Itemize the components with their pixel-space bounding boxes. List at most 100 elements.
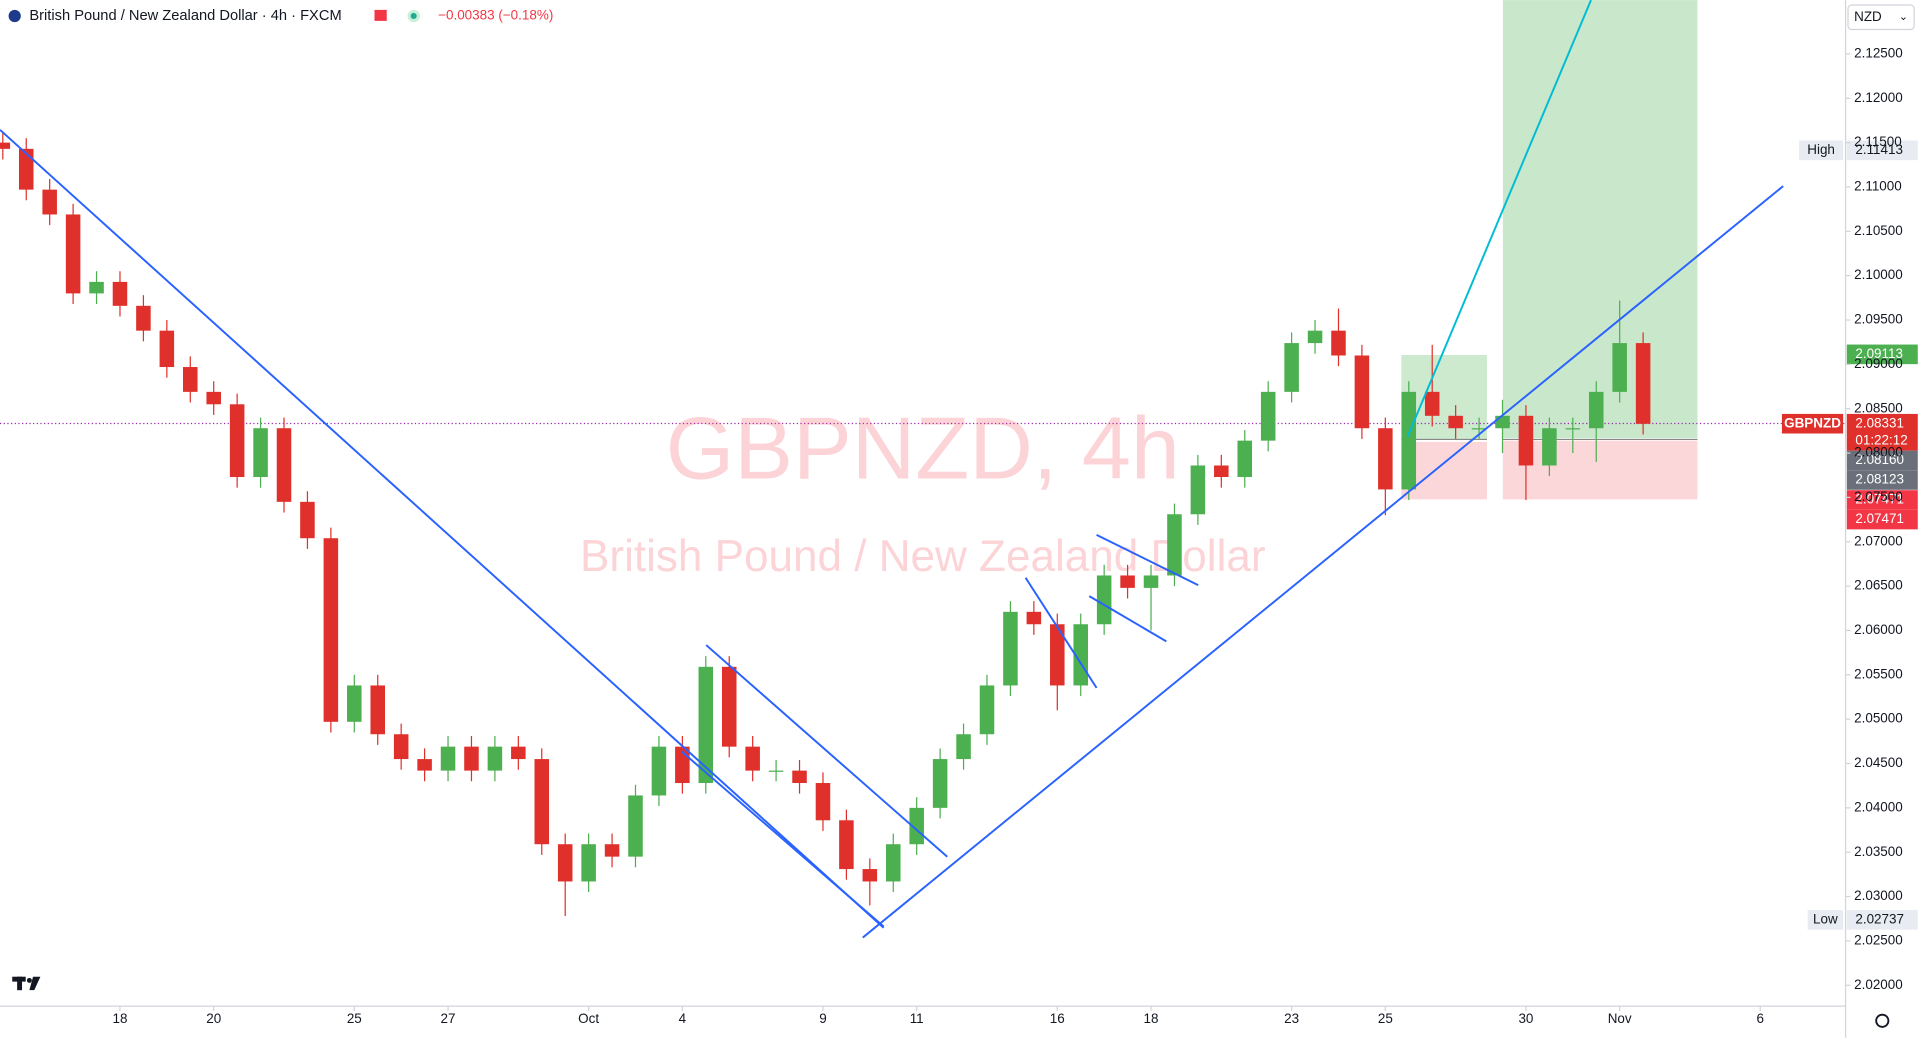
x-tick-label: 23 <box>1284 1011 1299 1026</box>
y-tick-label: 2.08500 <box>1854 400 1903 415</box>
y-tick-label: 2.06500 <box>1854 578 1903 593</box>
x-tick-label: Oct <box>578 1011 599 1026</box>
candle-body <box>745 746 760 771</box>
candle-body <box>65 214 81 294</box>
x-tick-label: 20 <box>206 1011 221 1026</box>
candle-body <box>534 759 550 845</box>
candle-body <box>1284 343 1299 392</box>
candle-body <box>815 783 831 821</box>
candle-body <box>112 281 128 306</box>
candle-body <box>464 746 479 771</box>
y-tick-label: 2.04500 <box>1854 755 1903 770</box>
candle-body <box>440 746 456 771</box>
stop-zone <box>1502 440 1698 500</box>
y-tick-label: 2.10500 <box>1854 223 1903 238</box>
candle-body <box>1120 575 1135 588</box>
candle-body <box>1167 514 1182 576</box>
candle-body <box>253 428 268 478</box>
y-tick-label: 2.02000 <box>1854 977 1903 992</box>
candle-body <box>229 404 245 478</box>
y-tick-label: 2.08000 <box>1854 445 1903 460</box>
flag-marker[interactable] <box>374 9 387 21</box>
candle-body <box>1331 330 1346 356</box>
logo-part <box>26 977 32 983</box>
price-label-box <box>1846 470 1918 490</box>
candle-body <box>721 666 737 747</box>
candle-body <box>1635 343 1651 424</box>
y-tick-label: 2.02500 <box>1854 932 1903 947</box>
currency-button[interactable] <box>1847 4 1915 31</box>
candle-body <box>487 746 503 771</box>
price-label-box <box>1846 450 1918 471</box>
settings-button[interactable] <box>1875 1013 1890 1028</box>
price-labels: 2.11413 High 2.09113 2.08331 01:22:12 GBPNZD 2… <box>1781 140 1918 930</box>
trend-line <box>1024 577 1098 689</box>
watermark-subtitle: British Pound / New Zealand Dollar <box>580 532 1266 581</box>
price-label-box <box>1846 344 1918 365</box>
y-tick-label: 2.09000 <box>1854 356 1903 371</box>
x-tick-label: 11 <box>910 1011 924 1026</box>
candle-body <box>1565 428 1581 430</box>
symbol-title: British Pound / New Zealand Dollar · 4h … <box>29 8 341 24</box>
watermark: GBPNZD, 4h <box>666 399 1180 498</box>
y-tick-label: 2.12500 <box>1854 45 1903 60</box>
candle-body <box>1050 624 1065 686</box>
candle-body <box>1237 440 1253 478</box>
candles <box>0 131 1651 917</box>
price-label: 2.08331 <box>1855 415 1904 430</box>
y-tick-label: 2.10000 <box>1854 267 1903 282</box>
candle-body <box>1307 330 1323 344</box>
candle-body <box>885 844 901 882</box>
price-label-box <box>1846 509 1918 530</box>
flag-icon <box>8 9 21 23</box>
y-tick-label: 2.05000 <box>1854 711 1903 726</box>
logo-part <box>29 976 41 991</box>
x-tick-label: 18 <box>1144 1011 1159 1026</box>
y-tick-label: 2.12000 <box>1854 90 1903 105</box>
y-tick-label: 2.11500 <box>1854 134 1902 149</box>
candle-body <box>1448 415 1463 429</box>
candle-body <box>932 759 948 808</box>
candle-body <box>1588 391 1604 429</box>
trend-lines <box>0 0 1784 939</box>
x-tick-label: 27 <box>441 1011 456 1026</box>
price-label-box <box>1846 140 1918 161</box>
candle-body <box>1424 391 1440 416</box>
dropdown-arrow[interactable]: ⌄ <box>1899 11 1908 23</box>
candle-body <box>136 305 151 331</box>
candle-body <box>1143 575 1159 588</box>
candle-body <box>909 807 924 845</box>
price-change: −0.00383 (−0.18%) <box>438 8 553 23</box>
price-label: 2.07471 <box>1855 511 1904 526</box>
candle-body <box>1096 575 1112 625</box>
x-tick-label: 25 <box>1378 1011 1393 1026</box>
y-tick-label: 2.04000 <box>1854 799 1903 814</box>
candle-body <box>42 189 57 215</box>
candle-body <box>89 281 104 294</box>
y-tick-label: 2.05500 <box>1854 666 1903 681</box>
candle-body <box>862 869 878 882</box>
drawings <box>0 0 1846 500</box>
candle-body <box>370 685 386 735</box>
status-dot-inner <box>410 12 417 20</box>
candle-body <box>206 391 221 405</box>
candle-body <box>1214 465 1229 478</box>
trend-line <box>862 185 1784 939</box>
price-label: 2.02737 <box>1855 911 1904 926</box>
trend-line <box>705 644 948 858</box>
x-tick-label: 16 <box>1050 1011 1065 1026</box>
price-tag: GBPNZD <box>1784 415 1841 430</box>
trend-line <box>681 750 885 928</box>
x-tick-label: 6 <box>1757 1011 1764 1026</box>
candle-body <box>1612 343 1627 392</box>
price-tag-box <box>1799 140 1844 161</box>
price-tag-box <box>1807 910 1844 930</box>
candle-body <box>1542 428 1557 466</box>
y-tick-label: 2.07000 <box>1854 533 1903 548</box>
x-tick-label: 30 <box>1518 1011 1533 1026</box>
x-tick-label: Nov <box>1608 1011 1632 1026</box>
price-label-box <box>1846 413 1918 451</box>
currency[interactable]: NZD <box>1854 9 1882 24</box>
y-tick-label: 2.06000 <box>1854 622 1903 637</box>
